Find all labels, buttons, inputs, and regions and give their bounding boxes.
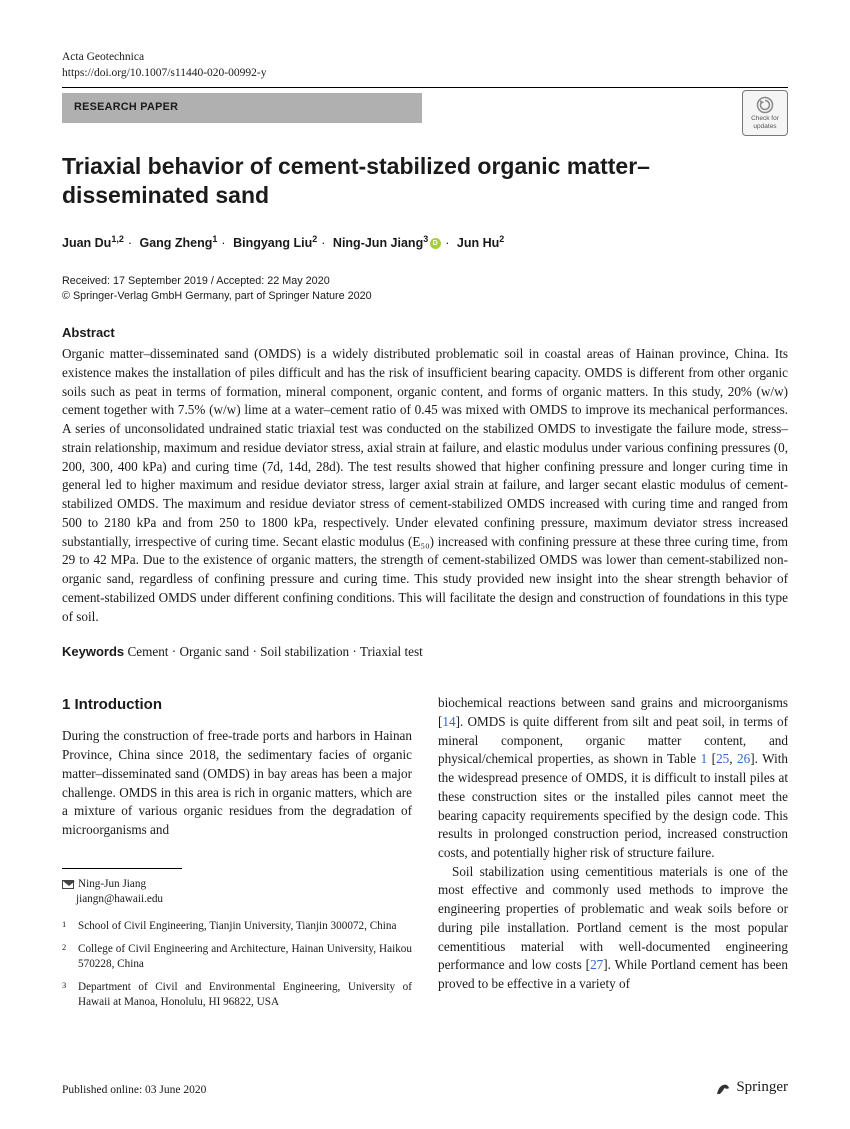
- author: Jun Hu2: [457, 236, 504, 250]
- copyright-line: © Springer-Verlag GmbH Germany, part of …: [62, 289, 788, 304]
- article-title: Triaxial behavior of cement-stabilized o…: [62, 152, 788, 211]
- author-name: Gang Zheng: [139, 236, 212, 250]
- affiliation-list: 1School of Civil Engineering, Tianjin Un…: [62, 919, 412, 1011]
- author-name: Ning-Jun Jiang: [333, 236, 423, 250]
- author-aff: 1: [212, 234, 217, 244]
- author-list: Juan Du1,2· Gang Zheng1· Bingyang Liu2· …: [62, 233, 788, 252]
- author: Juan Du1,2: [62, 236, 124, 250]
- corresponding-author: Ning-Jun Jiang jiangn@hawaii.edu: [62, 877, 412, 907]
- section-1-heading: 1 Introduction: [62, 694, 412, 715]
- affiliation-item: 2College of Civil Engineering and Archit…: [62, 942, 412, 972]
- footnote-separator: [62, 868, 182, 869]
- affiliation-text: School of Civil Engineering, Tianjin Uni…: [78, 920, 396, 932]
- check-updates-badge[interactable]: Check for updates: [742, 90, 788, 136]
- article-category-badge: RESEARCH PAPER: [62, 93, 422, 123]
- ref-link[interactable]: 14: [442, 714, 455, 729]
- author-aff: 2: [499, 234, 504, 244]
- affiliation-text: College of Civil Engineering and Archite…: [78, 943, 412, 970]
- doi-link[interactable]: https://doi.org/10.1007/s11440-020-00992…: [62, 66, 788, 82]
- ref-link[interactable]: 27: [590, 957, 603, 972]
- affiliation-item: 3Department of Civil and Environmental E…: [62, 980, 412, 1010]
- corr-email[interactable]: jiangn@hawaii.edu: [76, 893, 163, 905]
- keywords-line: Keywords Cement · Organic sand · Soil st…: [62, 642, 788, 662]
- intro-para-left: During the construction of free-trade po…: [62, 727, 412, 839]
- affiliation-text: Department of Civil and Environmental En…: [78, 981, 412, 1008]
- keywords-label: Keywords: [62, 644, 124, 659]
- right-column: biochemical reactions between sand grain…: [438, 694, 788, 1018]
- check-updates-label-1: Check for: [751, 115, 779, 122]
- author: Ning-Jun Jiang3: [333, 236, 441, 250]
- intro-para-right-1: biochemical reactions between sand grain…: [438, 694, 788, 863]
- published-online: Published online: 03 June 2020: [62, 1082, 206, 1099]
- abstract-block: Abstract Organic matter–disseminated san…: [62, 324, 788, 626]
- author-name: Jun Hu: [457, 236, 499, 250]
- article-dates: Received: 17 September 2019 / Accepted: …: [62, 274, 788, 304]
- corr-name: Ning-Jun Jiang: [78, 878, 146, 890]
- springer-logo: Springer: [714, 1077, 788, 1099]
- ref-link[interactable]: 25: [716, 751, 729, 766]
- left-column: 1 Introduction During the construction o…: [62, 694, 412, 1018]
- crossmark-icon: [756, 96, 774, 114]
- body-columns: 1 Introduction During the construction o…: [62, 694, 788, 1018]
- ref-link[interactable]: 26: [737, 751, 750, 766]
- received-accepted: Received: 17 September 2019 / Accepted: …: [62, 274, 788, 289]
- header-rule: [62, 87, 788, 88]
- author-name: Juan Du: [62, 236, 111, 250]
- mail-icon: [62, 880, 74, 889]
- author-aff: 1,2: [111, 234, 124, 244]
- badge-row: RESEARCH PAPER Check for updates: [62, 92, 788, 124]
- author-aff: 2: [312, 234, 317, 244]
- abstract-text: Organic matter–disseminated sand (OMDS) …: [62, 345, 788, 626]
- author: Gang Zheng1: [139, 236, 217, 250]
- affiliation-item: 1School of Civil Engineering, Tianjin Un…: [62, 919, 412, 934]
- keywords-text: Cement · Organic sand · Soil stabilizati…: [127, 644, 422, 659]
- springer-horse-icon: [714, 1079, 732, 1097]
- author-aff: 3: [423, 234, 428, 244]
- springer-text: Springer: [736, 1077, 788, 1099]
- journal-name: Acta Geotechnica: [62, 50, 788, 66]
- intro-para-right-2: Soil stabilization using cementitious ma…: [438, 863, 788, 994]
- abstract-heading: Abstract: [62, 324, 788, 343]
- check-updates-label-2: updates: [753, 123, 776, 130]
- running-header: Acta Geotechnica https://doi.org/10.1007…: [62, 50, 788, 81]
- orcid-icon[interactable]: [430, 238, 441, 249]
- author-name: Bingyang Liu: [233, 236, 312, 250]
- author: Bingyang Liu2: [233, 236, 317, 250]
- page-footer: Published online: 03 June 2020 Springer: [62, 1077, 788, 1099]
